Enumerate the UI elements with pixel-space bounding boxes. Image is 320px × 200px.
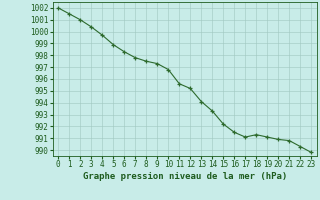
X-axis label: Graphe pression niveau de la mer (hPa): Graphe pression niveau de la mer (hPa) bbox=[83, 172, 287, 181]
